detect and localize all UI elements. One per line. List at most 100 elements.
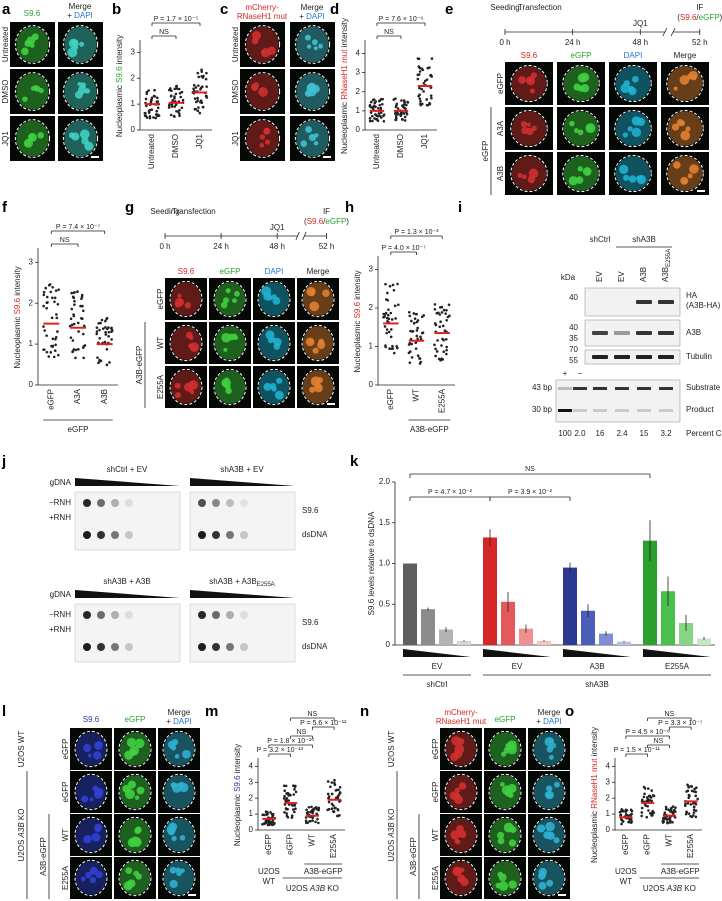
p-value: P = 1.3 × 10⁻³ — [394, 229, 439, 236]
cell-dot — [72, 322, 76, 326]
panel-letter: c — [220, 1, 228, 18]
nucleolus — [87, 753, 92, 758]
cell-dot — [173, 105, 177, 108]
cell-dot — [169, 113, 173, 117]
rule — [662, 27, 668, 37]
cell-dot — [427, 103, 430, 107]
bar — [403, 563, 417, 645]
nucleolus — [498, 881, 509, 891]
label-part: intensity — [590, 727, 599, 759]
nucleus — [563, 111, 599, 146]
cell-dot — [329, 785, 332, 789]
label-part: U2OS — [387, 837, 396, 861]
cell-dot — [640, 814, 643, 818]
nucleus-outline — [562, 154, 600, 193]
label: U2OS — [258, 867, 280, 876]
p-value: P = 1.5 × 10⁻¹¹ — [614, 747, 661, 754]
nucleus-outline — [301, 324, 335, 362]
nucleolus — [304, 34, 311, 41]
label: U2OS — [615, 867, 637, 876]
x-tick-label: A3B — [589, 662, 604, 671]
nucleus-outline — [510, 154, 548, 193]
cell-dot — [290, 816, 294, 819]
cell-dot — [104, 333, 108, 336]
label: 48 h — [633, 38, 649, 47]
label: Percent C-to-U — [686, 429, 722, 438]
cell-dot — [428, 101, 431, 105]
blot-dot — [111, 611, 119, 619]
nucleolus — [318, 43, 324, 49]
cell-dot — [145, 116, 149, 119]
micrograph — [240, 22, 285, 67]
label: EV — [595, 271, 604, 282]
label-part: DAPI — [543, 717, 562, 726]
label: U2OS A3B KO — [387, 809, 396, 862]
nucleus-outline — [444, 773, 478, 811]
cell-dot — [403, 115, 407, 119]
nucleus-outline — [488, 816, 522, 854]
cell-dot — [411, 330, 414, 333]
y-tick-label: 1 — [29, 339, 34, 348]
nucleolus — [170, 782, 177, 788]
cell-dot — [148, 108, 152, 112]
cell-dot — [77, 347, 80, 351]
cell-dot — [415, 312, 418, 316]
cell-dot — [144, 114, 148, 118]
nucleolus — [632, 75, 639, 83]
y-tick-label: 0 — [131, 125, 136, 134]
dilution-wedge — [190, 590, 295, 598]
nucleolus — [79, 41, 85, 47]
nucleolus — [23, 138, 33, 148]
cell-dot — [72, 296, 76, 300]
nucleolus — [305, 126, 312, 133]
cell-dot — [271, 819, 275, 823]
cell-dot — [261, 823, 264, 826]
cell-dot — [173, 96, 176, 100]
band — [593, 409, 607, 412]
nucleus — [615, 156, 651, 191]
label-part: S9.6 — [13, 297, 22, 314]
cell-dot — [283, 794, 286, 798]
blot-dot — [212, 531, 220, 539]
cell-dot — [624, 808, 628, 812]
cell-dot — [291, 804, 295, 807]
nucleolus — [508, 839, 517, 847]
y-axis-label: Nucleoplasmic S9.6 intensity — [233, 744, 242, 846]
nucleus — [563, 156, 599, 191]
cell-dot — [385, 331, 388, 335]
nucleolus — [522, 174, 527, 180]
cell-dot — [417, 65, 421, 68]
label: 55 — [569, 356, 578, 365]
nucleus-outline — [444, 816, 478, 854]
nucleolus — [622, 132, 629, 138]
cell-dot — [285, 807, 288, 811]
nucleolus — [679, 75, 690, 85]
cell-dot — [153, 88, 156, 92]
cell-dot — [51, 337, 55, 341]
cell-dot — [664, 807, 668, 811]
cell-dot — [416, 77, 420, 81]
nucleolus — [568, 176, 578, 186]
nucleolus — [569, 120, 575, 127]
cell-dot — [434, 323, 438, 327]
cell-dot — [263, 821, 266, 825]
y-tick-label: 3 — [131, 47, 136, 56]
label: eGFP — [571, 51, 592, 60]
nucleus — [445, 775, 477, 809]
nucleolus — [258, 87, 268, 97]
nucleolus — [167, 740, 176, 749]
cell-dot — [178, 108, 181, 112]
label: A3B-eGFP — [39, 837, 48, 876]
y-tick-label: 0.5 — [379, 599, 391, 608]
label: 16 — [596, 429, 605, 438]
nucleolus — [503, 822, 514, 833]
nucleolus — [309, 301, 320, 312]
micrograph — [557, 62, 605, 105]
cell-dot — [175, 87, 179, 90]
p-value: P = 3.3 × 10⁻⁷ — [658, 720, 703, 727]
blot-dot — [97, 499, 105, 507]
nucleolus — [122, 784, 131, 794]
cell-dot — [386, 313, 390, 317]
cell-dot — [283, 789, 287, 793]
cell-dot — [336, 814, 339, 818]
